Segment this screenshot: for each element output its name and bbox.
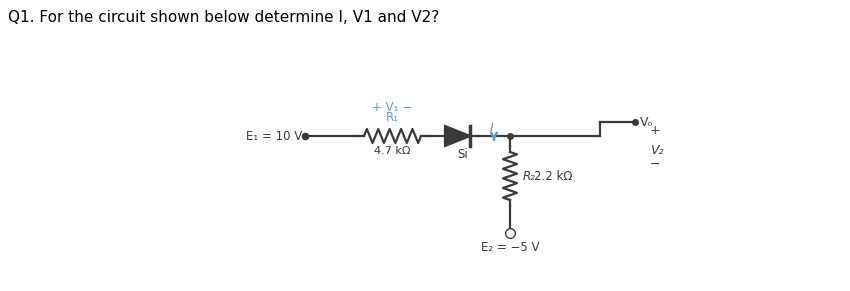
Polygon shape bbox=[445, 126, 470, 146]
Text: 2.2 kΩ: 2.2 kΩ bbox=[534, 169, 573, 182]
Text: + V₁ −: + V₁ − bbox=[372, 101, 412, 114]
Text: 4.7 kΩ: 4.7 kΩ bbox=[374, 146, 411, 156]
Text: Vₒ: Vₒ bbox=[640, 116, 654, 129]
Text: R₂: R₂ bbox=[523, 169, 536, 182]
Text: V₂: V₂ bbox=[650, 145, 664, 157]
Text: +: + bbox=[650, 125, 660, 138]
Text: −: − bbox=[650, 157, 660, 171]
Text: E₂ = −5 V: E₂ = −5 V bbox=[481, 241, 539, 254]
Text: R₁: R₁ bbox=[386, 111, 399, 124]
Text: E₁ = 10 V: E₁ = 10 V bbox=[246, 129, 302, 143]
Text: I: I bbox=[490, 122, 494, 135]
Text: Si: Si bbox=[457, 148, 468, 161]
Text: Q1. For the circuit shown below determine I, V1 and V2?: Q1. For the circuit shown below determin… bbox=[8, 10, 439, 25]
